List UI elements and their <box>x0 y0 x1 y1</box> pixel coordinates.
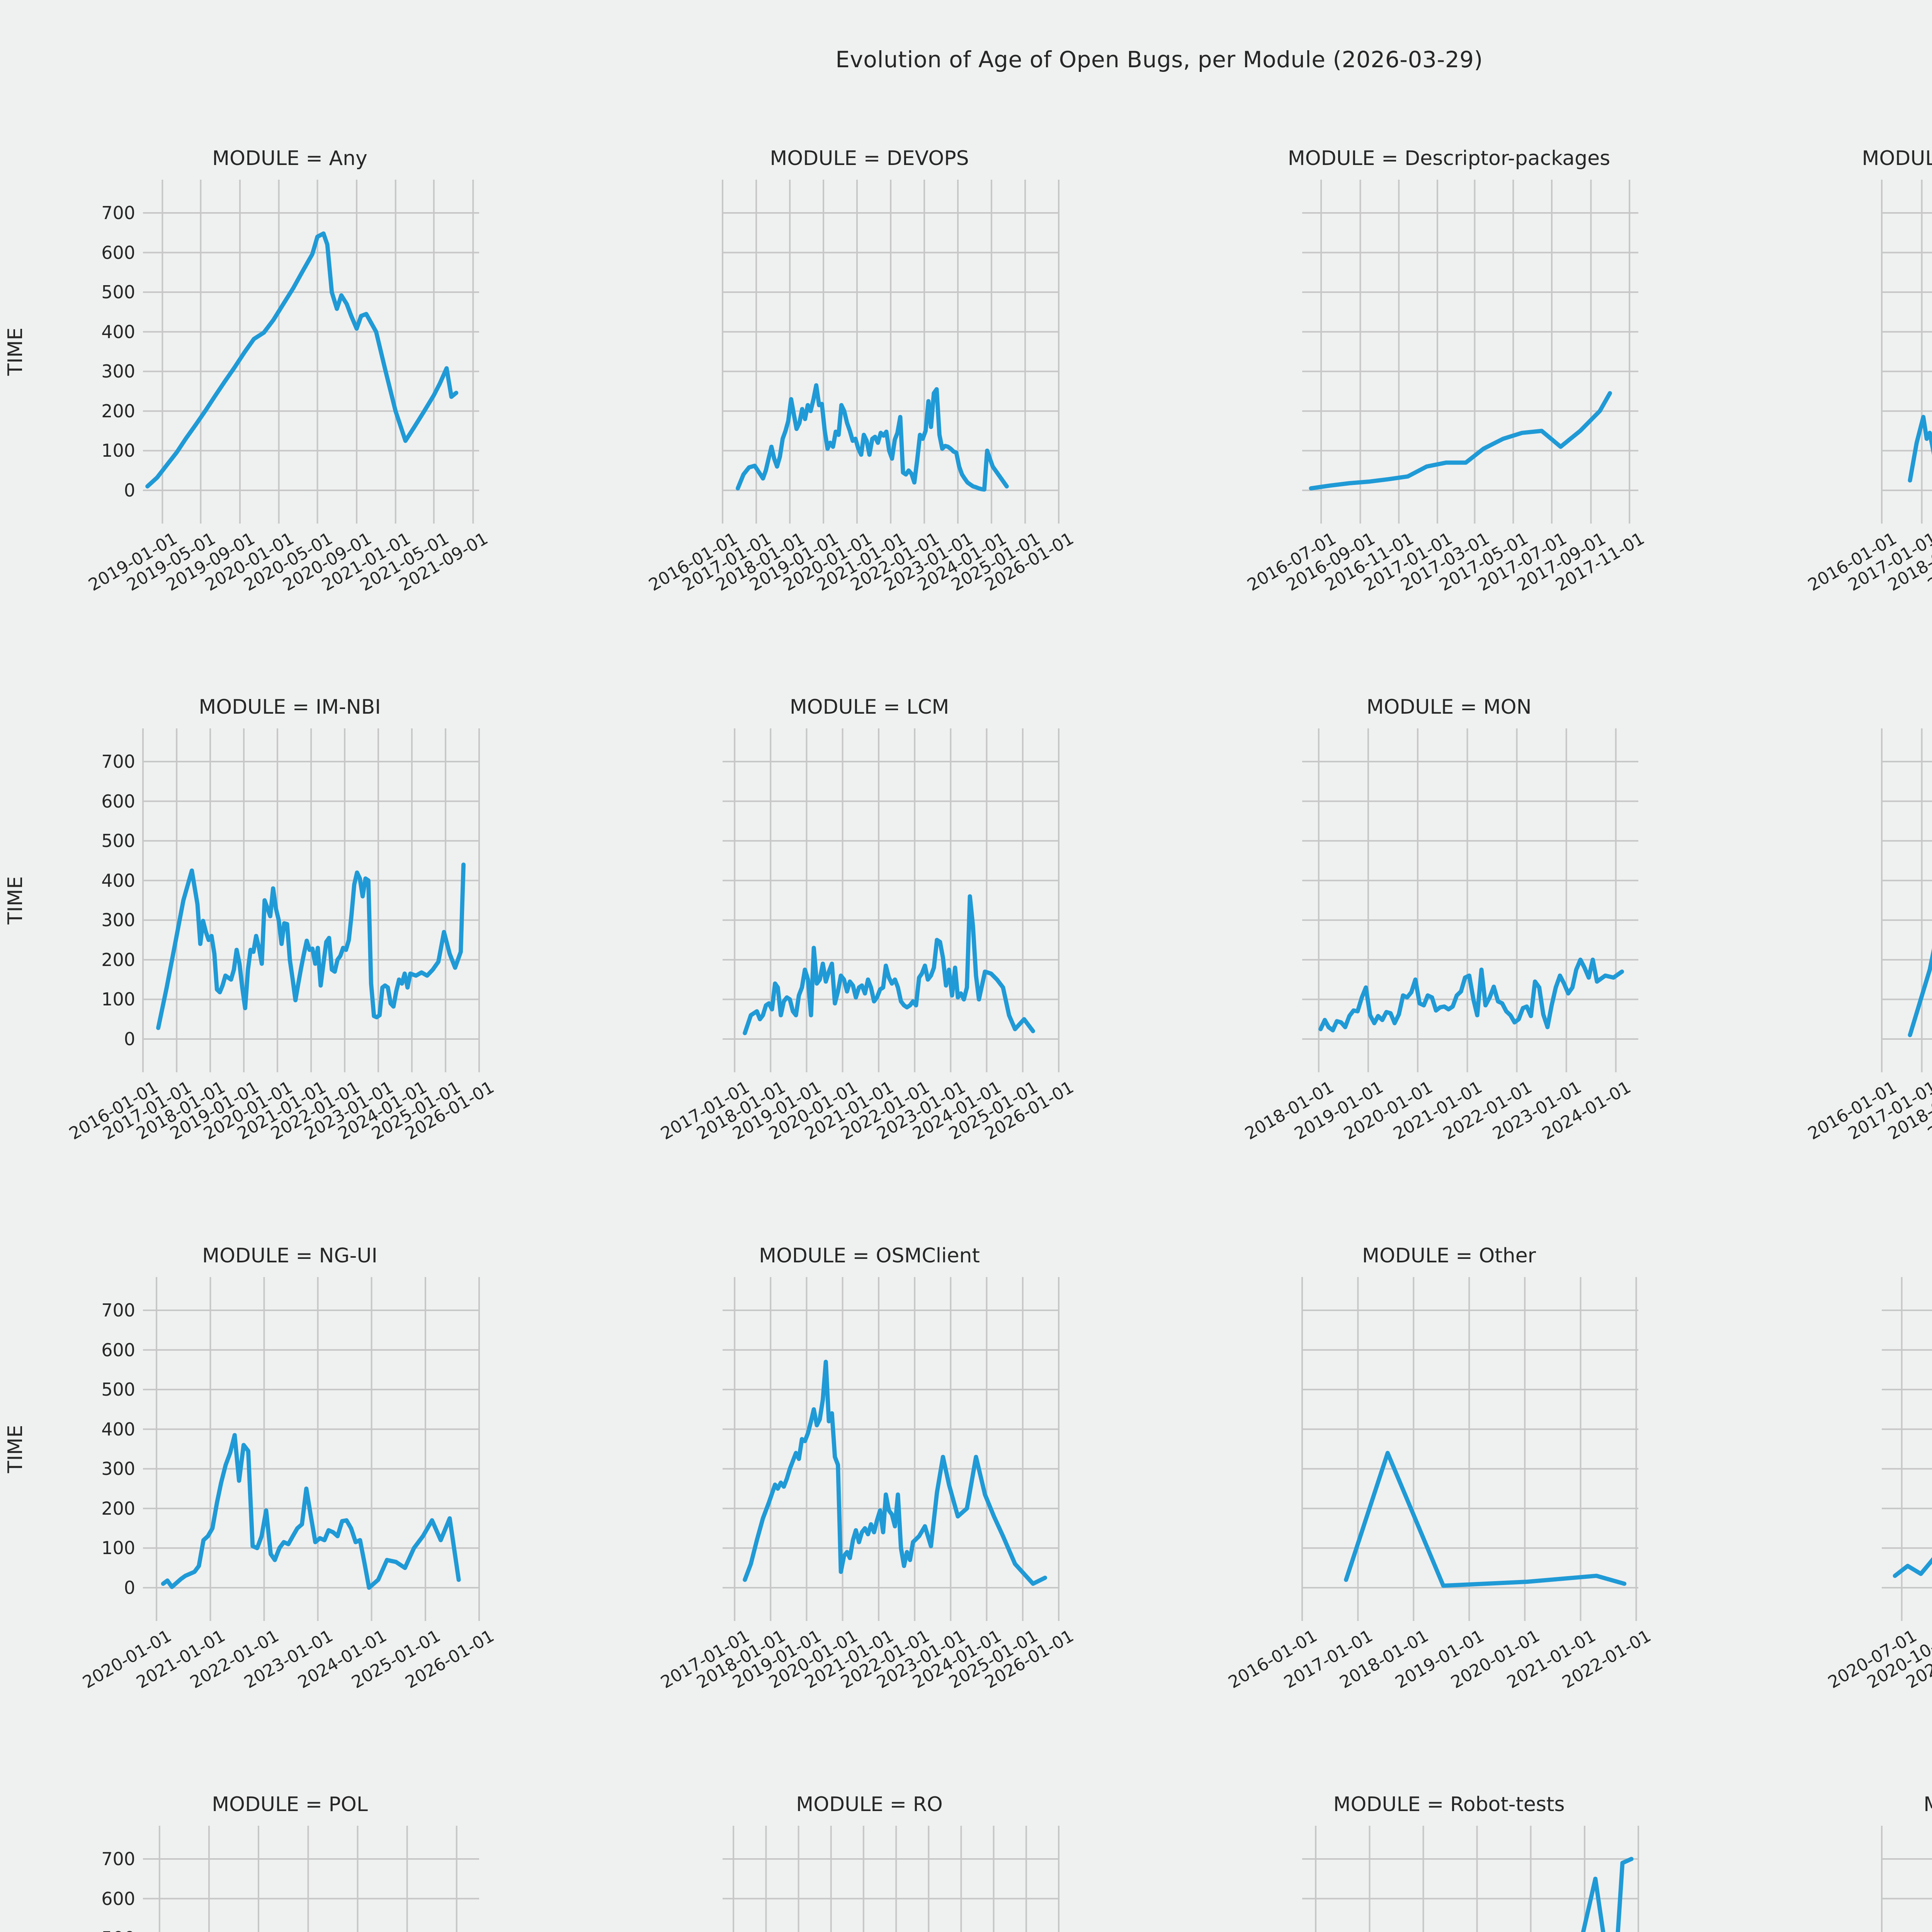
plot-area <box>1881 180 1932 524</box>
y-tick-label: 600 <box>101 242 135 263</box>
y-tick-label: 700 <box>101 202 135 224</box>
subplot-title: MODULE = RO <box>796 1793 943 1816</box>
y-tick-label: 300 <box>101 361 135 382</box>
data-line <box>1581 1857 1634 1932</box>
subplot-pol: MODULE = POL0100200300400500600700TIME20… <box>0 1793 580 1932</box>
y-tick-label: 500 <box>101 282 135 303</box>
data-line <box>161 1433 461 1590</box>
data-line <box>145 231 459 489</box>
plot-area <box>723 728 1060 1072</box>
subplot-title: MODULE = NG-UI <box>202 1244 378 1267</box>
subplot-n2vc: MODULE = N2VC2016-01-012017-01-012018-01… <box>1739 696 1932 1244</box>
plot-area <box>722 180 1060 524</box>
subplot-title: MODULE = POL <box>212 1793 368 1816</box>
y-tick-label: 600 <box>101 791 135 812</box>
data-line <box>1318 957 1624 1032</box>
plot-area <box>1302 1826 1639 1932</box>
y-tick-label: 100 <box>101 1537 135 1559</box>
y-tick-label: 0 <box>124 480 135 501</box>
subplot-unknown: MODULE = Unknown2016-01-012017-01-012018… <box>1739 1793 1932 1932</box>
subplot-title: MODULE = Documentation / Wiki <box>1862 147 1932 170</box>
subplot-title: MODULE = IM-NBI <box>199 696 381 719</box>
y-tick-label: 400 <box>101 321 135 342</box>
y-tick-label: 300 <box>101 910 135 931</box>
subplot-title: MODULE = Any <box>212 147 367 170</box>
subplot-title: MODULE = Robot-tests <box>1333 1793 1565 1816</box>
y-tick-label: 500 <box>101 1379 135 1400</box>
subplot-title: MODULE = Other <box>1362 1244 1536 1267</box>
subplot-title: MODULE = Unknown <box>1739 1793 1932 1816</box>
y-tick-label: 600 <box>101 1888 135 1909</box>
subplot-robot-tests: MODULE = Robot-tests2020-01-012021-01-01… <box>1159 1793 1739 1932</box>
plot-area <box>1302 728 1638 1072</box>
plot-area <box>143 1277 480 1621</box>
data-line <box>1344 1451 1627 1588</box>
y-tick-label: 300 <box>101 1458 135 1480</box>
data-line <box>743 894 1035 1036</box>
subplot-title: MODULE = OSMClient <box>759 1244 980 1267</box>
y-tick-label: 700 <box>101 751 135 772</box>
subplot-any: MODULE = Any 0 100 200 300 400 500 600 700 TIME 20… <box>0 147 580 696</box>
subplot-ro: MODULE = RO2016-01-012017-01-012018-01-0… <box>580 1793 1159 1932</box>
y-tick-label: 500 <box>101 830 135 852</box>
subplot-documentation-wiki: MODULE = Documentation / Wiki2016-01-012… <box>1739 147 1932 696</box>
plot-area <box>1301 1277 1638 1621</box>
subplot-mon: MODULE = MON 2018-01-01 2019-01-01 2020-01-… <box>1159 696 1739 1244</box>
y-tick-label: 200 <box>101 1498 135 1519</box>
y-tick-label: 600 <box>101 1339 135 1361</box>
subplot-title: MODULE = DEVOPS <box>770 147 969 170</box>
plot-area <box>1882 1277 1932 1621</box>
y-tick-label: 0 <box>124 1028 135 1049</box>
plot-area <box>723 1826 1060 1932</box>
subplot-osmclient: MODULE = OSMClient 2017-01-01 2018-01-01 20… <box>580 1244 1159 1793</box>
y-axis-label: TIME <box>4 327 27 376</box>
subplot-title: MODULE = Descriptor-packages <box>1287 147 1611 170</box>
y-tick-label: 0 <box>124 1577 135 1598</box>
y-tick-label: 500 <box>81 1928 135 1932</box>
data-line <box>156 862 466 1030</box>
figure-title: Evolution of Age of Open Bugs, per Modul… <box>835 46 1483 73</box>
plot-area <box>143 180 479 524</box>
plot-area <box>142 728 480 1072</box>
subplot-im-nbi: MODULE = IM-NBI 0 100 200 300 400 500 600 700 TIM… <box>0 696 580 1244</box>
y-tick-label: 200 <box>101 400 135 422</box>
data-line <box>1309 391 1612 491</box>
y-tick-label: 100 <box>101 989 135 1010</box>
y-tick-label: 100 <box>101 440 135 461</box>
data-line <box>1908 415 1932 483</box>
plot-area <box>1881 728 1932 1072</box>
plot-area <box>723 1277 1060 1621</box>
subplot-title: MODULE = LCM <box>789 696 949 719</box>
y-axis-label: TIME <box>4 1425 27 1473</box>
subplot-ng-ui: MODULE = NG-UI 0 100 200 300 400 500 600 700 TIME… <box>0 1244 580 1793</box>
y-axis-label: TIME <box>4 876 27 925</box>
subplot-descriptor-packages: MODULE = Descriptor-packages 2016-07-01 20… <box>1159 147 1739 696</box>
y-tick-label: 400 <box>101 1418 135 1440</box>
data-line <box>743 1359 1047 1586</box>
subplot-title: MODULE = MON <box>1366 696 1532 719</box>
subplot-other: MODULE = Other 2016-01-01 2017-01-01 2018-0… <box>1159 1244 1739 1793</box>
plot-area <box>1881 1826 1932 1932</box>
subplot-lcm: MODULE = LCM 2017-01-01 2018-01-01 2019-01-… <box>580 696 1159 1244</box>
data-line <box>736 383 1009 492</box>
y-tick-label: 200 <box>101 949 135 970</box>
y-tick-label: 700 <box>101 1300 135 1321</box>
subplot-devops: MODULE = DEVOPS 2016-01-01 2017-01-01 2018-… <box>580 147 1159 696</box>
plot-area <box>1302 180 1638 524</box>
y-tick-label: 400 <box>101 870 135 891</box>
data-line <box>1893 1557 1932 1578</box>
plot-area <box>143 1826 479 1932</box>
data-line <box>1908 948 1932 1037</box>
y-tick-label: 700 <box>101 1849 135 1870</box>
subplot-pla: MODULE = PLA2020-07-012020-10-012021-01-… <box>1739 1244 1932 1793</box>
